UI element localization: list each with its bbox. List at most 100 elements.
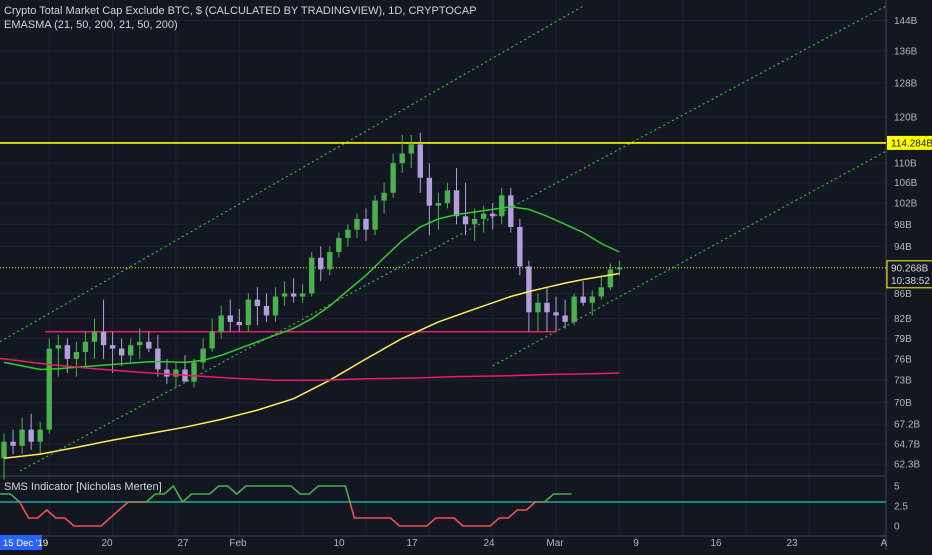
candle[interactable] <box>28 413 34 450</box>
candle-body <box>281 293 288 297</box>
sms-line-high <box>0 484 572 502</box>
candle[interactable] <box>517 218 523 276</box>
candle[interactable] <box>236 309 242 332</box>
candle[interactable] <box>435 192 442 230</box>
cursor-date-label: 15 Dec '19 <box>3 538 48 549</box>
overlay-lines <box>0 5 887 472</box>
candle[interactable] <box>281 281 288 306</box>
candle[interactable] <box>146 331 152 352</box>
price-tick-label: 82B <box>894 314 912 325</box>
sms-line-low <box>18 502 546 527</box>
sms-tick-label: 5 <box>894 482 900 493</box>
candle[interactable] <box>19 417 25 455</box>
candle[interactable] <box>571 293 577 326</box>
candle-body <box>417 144 423 178</box>
candle[interactable] <box>544 287 550 332</box>
price-tick-label: 98B <box>894 220 912 231</box>
current-price-label: 90.268B <box>891 263 929 274</box>
candle[interactable] <box>462 182 469 236</box>
candle[interactable] <box>381 182 387 214</box>
candle[interactable] <box>372 195 378 236</box>
candle[interactable] <box>309 252 315 297</box>
candle[interactable] <box>254 287 261 326</box>
candle[interactable] <box>37 421 43 455</box>
candle[interactable] <box>598 275 604 300</box>
candle[interactable] <box>299 284 306 303</box>
candle[interactable] <box>209 318 215 352</box>
candle-body <box>91 331 98 342</box>
candle-body <box>64 345 71 359</box>
candle-body <box>55 345 61 349</box>
candle[interactable] <box>580 281 586 306</box>
candle[interactable] <box>526 260 532 332</box>
candle[interactable] <box>155 335 161 377</box>
candle-body <box>490 213 496 217</box>
candle[interactable] <box>191 358 197 388</box>
sms-high-group <box>0 484 572 502</box>
candle[interactable] <box>137 328 143 359</box>
candle[interactable] <box>417 132 423 193</box>
candle-body <box>336 237 342 253</box>
candle[interactable] <box>363 208 369 241</box>
price-tick-label: 144B <box>894 16 918 27</box>
candle[interactable] <box>263 293 270 322</box>
candle-body <box>109 345 116 349</box>
price-tick-label: 106B <box>894 178 918 189</box>
ema-21-line <box>3 205 620 371</box>
candle[interactable] <box>508 187 514 233</box>
candle-body <box>46 348 52 430</box>
candle[interactable] <box>390 153 396 198</box>
candle[interactable] <box>471 208 478 241</box>
candle[interactable] <box>227 299 233 332</box>
candle-body <box>218 315 224 332</box>
candle[interactable] <box>91 318 98 359</box>
candle[interactable] <box>128 338 134 363</box>
candle-body <box>399 153 405 164</box>
candle[interactable] <box>408 134 414 168</box>
level-price-badge <box>887 135 932 150</box>
candle[interactable] <box>82 331 89 366</box>
candle[interactable] <box>616 260 623 276</box>
candle[interactable] <box>164 358 170 384</box>
candle[interactable] <box>272 287 279 322</box>
candle-body <box>598 287 604 297</box>
candle[interactable] <box>200 338 206 370</box>
candle-body <box>37 429 43 442</box>
candle[interactable] <box>245 293 252 332</box>
candle[interactable] <box>589 290 595 316</box>
candle-body <box>616 267 623 270</box>
candle[interactable] <box>607 263 614 291</box>
candle[interactable] <box>327 246 333 276</box>
candle[interactable] <box>490 203 496 230</box>
candle[interactable] <box>118 338 125 366</box>
candle[interactable] <box>553 296 559 332</box>
candle-body <box>327 252 333 270</box>
candle[interactable] <box>345 224 351 247</box>
candle[interactable] <box>55 335 61 377</box>
candle[interactable] <box>444 182 451 209</box>
candles[interactable] <box>1 132 623 480</box>
candle[interactable] <box>64 338 71 374</box>
candle[interactable] <box>10 429 16 455</box>
candle[interactable] <box>499 187 505 225</box>
candle[interactable] <box>109 331 116 374</box>
candle[interactable] <box>1 433 7 480</box>
candle[interactable] <box>336 232 342 258</box>
candle[interactable] <box>354 213 360 238</box>
candle[interactable] <box>535 293 541 332</box>
candle[interactable] <box>399 134 405 173</box>
candle[interactable] <box>290 278 297 303</box>
candle[interactable] <box>73 341 80 377</box>
candle-body <box>517 226 523 267</box>
candle-body <box>444 190 451 204</box>
candle-body <box>499 195 505 217</box>
candle[interactable] <box>218 305 224 339</box>
candle[interactable] <box>318 246 324 282</box>
candle[interactable] <box>562 299 568 329</box>
candle[interactable] <box>46 338 52 434</box>
candle[interactable] <box>100 299 107 359</box>
sms-pane <box>0 484 886 527</box>
moving-averages <box>0 205 620 459</box>
